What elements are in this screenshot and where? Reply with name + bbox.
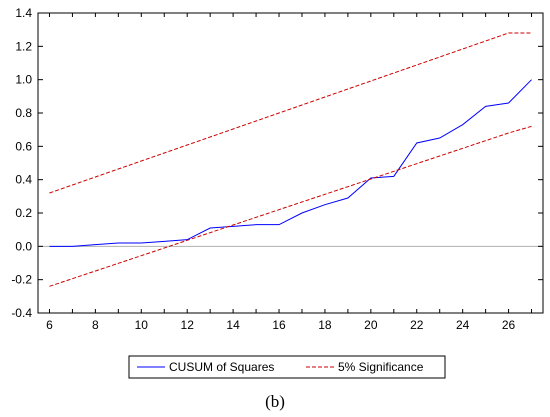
y-tick-label: 0.0 <box>15 239 32 253</box>
y-tick-label: -0.4 <box>11 306 32 320</box>
plot-frame <box>37 12 544 314</box>
panel-label: (b) <box>265 392 285 411</box>
y-tick-label: -0.2 <box>11 273 32 287</box>
significance-upper-line <box>49 32 532 194</box>
x-tick-label: 8 <box>92 318 99 332</box>
cusum-line <box>49 79 532 247</box>
x-tick-label: 16 <box>272 318 286 332</box>
legend-box <box>128 355 446 379</box>
x-tick-label: 22 <box>410 318 424 332</box>
y-tick-label: 0.2 <box>15 206 32 220</box>
y-tick-label: 1.4 <box>15 6 32 20</box>
x-tick-label: 6 <box>46 318 53 332</box>
y-axis: -0.4 -0.2 0.0 0.2 0.4 0.6 0.8 1.0 1.2 1.4 <box>11 6 543 320</box>
x-axis: 6 8 10 12 14 16 18 20 22 24 26 <box>46 13 533 332</box>
significance-lower-line <box>49 125 532 287</box>
x-tick-label: 14 <box>226 318 240 332</box>
y-tick-label: 0.8 <box>15 106 32 120</box>
legend-label-significance: 5% Significance <box>338 360 424 374</box>
series-layer <box>49 32 532 287</box>
x-tick-label: 12 <box>181 318 195 332</box>
y-tick-label: 0.6 <box>15 139 32 153</box>
x-tick-label: 10 <box>135 318 149 332</box>
x-tick-label: 26 <box>502 318 516 332</box>
legend: CUSUM of Squares 5% Significance <box>128 355 446 379</box>
y-tick-label: 1.0 <box>15 73 32 87</box>
x-tick-label: 24 <box>456 318 470 332</box>
legend-label-cusum: CUSUM of Squares <box>169 360 274 374</box>
y-tick-label: 1.2 <box>15 39 32 53</box>
y-tick-label: 0.4 <box>15 173 32 187</box>
x-tick-label: 18 <box>318 318 332 332</box>
x-tick-label: 20 <box>364 318 378 332</box>
